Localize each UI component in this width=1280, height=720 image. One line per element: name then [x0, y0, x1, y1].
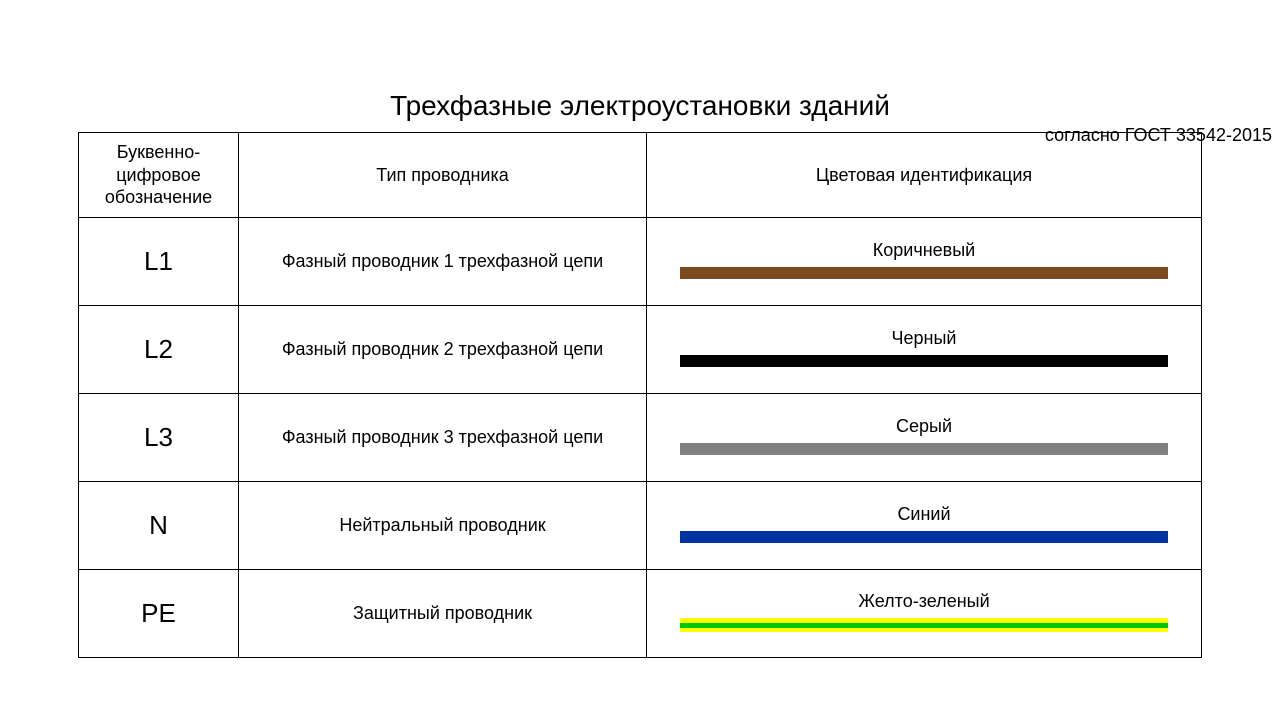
header-code: Буквенно- цифровое обозначение	[79, 133, 239, 218]
table-body: L1 Фазный проводник 1 трехфазной цепи Ко…	[79, 217, 1202, 657]
conductor-color-cell: Серый	[647, 393, 1202, 481]
page-title: Трехфазные электроустановки зданий	[78, 90, 1202, 122]
conductor-type: Фазный проводник 1 трехфазной цепи	[239, 217, 647, 305]
table-row: L1 Фазный проводник 1 трехфазной цепи Ко…	[79, 217, 1202, 305]
table-header-row: Буквенно- цифровое обозначение Тип прово…	[79, 133, 1202, 218]
table-row: L3 Фазный проводник 3 трехфазной цепи Се…	[79, 393, 1202, 481]
color-bar	[680, 531, 1168, 543]
color-name-label: Синий	[667, 504, 1181, 525]
conductor-code: L3	[79, 393, 239, 481]
color-name-label: Коричневый	[667, 240, 1181, 261]
conductor-color-cell: Черный	[647, 305, 1202, 393]
table-row: PE Защитный проводник Желто-зеленый	[79, 569, 1202, 657]
wire-color-table: Буквенно- цифровое обозначение Тип прово…	[78, 132, 1202, 658]
color-name-label: Черный	[667, 328, 1181, 349]
header-type: Тип проводника	[239, 133, 647, 218]
conductor-type: Фазный проводник 2 трехфазной цепи	[239, 305, 647, 393]
title-row: Трехфазные электроустановки зданий согла…	[78, 90, 1202, 122]
conductor-code: N	[79, 481, 239, 569]
color-bar	[680, 443, 1168, 455]
pe-color-bar	[680, 618, 1168, 632]
wire-color-table-container: Трехфазные электроустановки зданий согла…	[0, 0, 1280, 698]
conductor-type: Фазный проводник 3 трехфазной цепи	[239, 393, 647, 481]
conductor-code: PE	[79, 569, 239, 657]
conductor-type: Нейтральный проводник	[239, 481, 647, 569]
color-bar	[680, 355, 1168, 367]
color-bar	[680, 267, 1168, 279]
color-name-label: Серый	[667, 416, 1181, 437]
conductor-color-cell: Синий	[647, 481, 1202, 569]
conductor-color-cell: Желто-зеленый	[647, 569, 1202, 657]
conductor-type: Защитный проводник	[239, 569, 647, 657]
table-row: N Нейтральный проводник Синий	[79, 481, 1202, 569]
conductor-code: L2	[79, 305, 239, 393]
conductor-code: L1	[79, 217, 239, 305]
table-row: L2 Фазный проводник 2 трехфазной цепи Че…	[79, 305, 1202, 393]
standard-reference: согласно ГОСТ 33542-2015	[1045, 125, 1272, 146]
conductor-color-cell: Коричневый	[647, 217, 1202, 305]
color-name-label: Желто-зеленый	[667, 591, 1181, 612]
